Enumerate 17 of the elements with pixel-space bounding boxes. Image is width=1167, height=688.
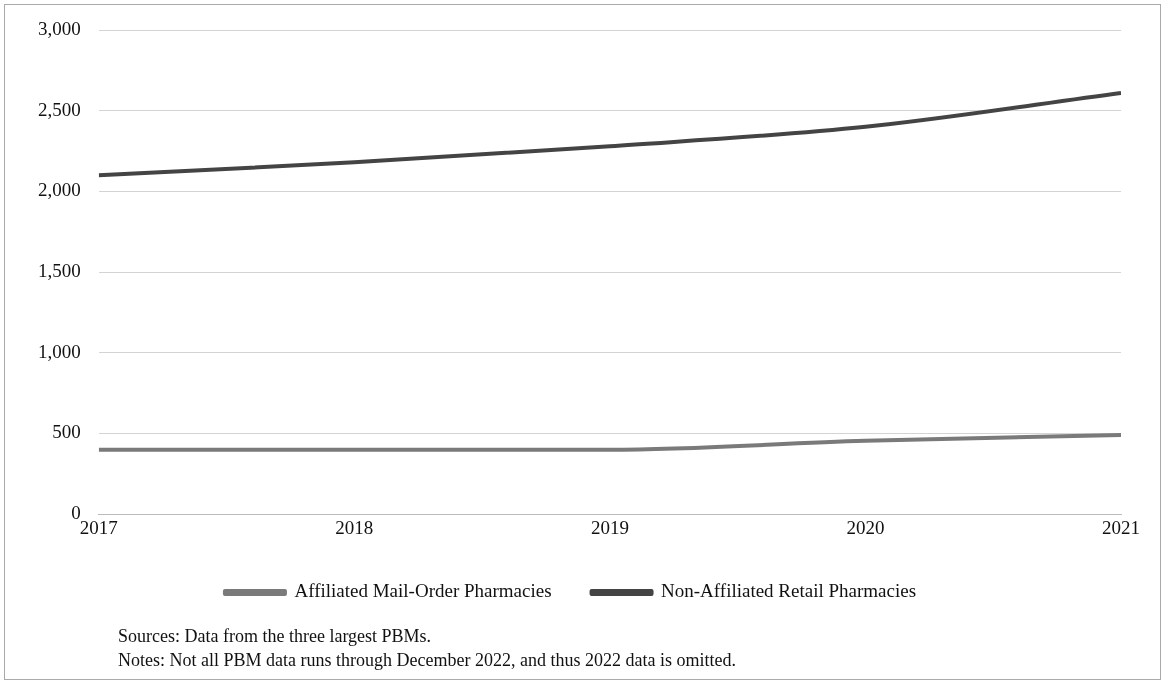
- text: Notes: Not all PBM data runs through December 2022, and thus 2022 data is omitted.: [118, 649, 736, 672]
- y-tick-label: 2,000: [38, 179, 81, 201]
- source-note: Sources: Data from the three largest PBMs.: [118, 625, 433, 648]
- y-tick-label: 3,000: [38, 17, 81, 39]
- x-tick-label: 2020: [846, 516, 885, 538]
- legend-label: Non-Affiliated Retail Pharmacies: [661, 580, 917, 602]
- legend-label: Affiliated Mail-Order Pharmacies: [294, 580, 552, 602]
- y-tick-label: 2,500: [38, 98, 81, 120]
- x-tick-label: 2018: [335, 516, 374, 538]
- y-tick-label: 1,000: [38, 340, 81, 362]
- y-tick-label: 0: [71, 502, 81, 524]
- y-tick-label: 500: [52, 421, 81, 443]
- x-tick-label: 2021: [1102, 516, 1140, 538]
- x-tick-label: 2019: [590, 516, 629, 538]
- x-tick-label: 2017: [79, 516, 118, 538]
- line-series: [98, 90, 1121, 178]
- y-tick-label: 1,500: [38, 260, 81, 282]
